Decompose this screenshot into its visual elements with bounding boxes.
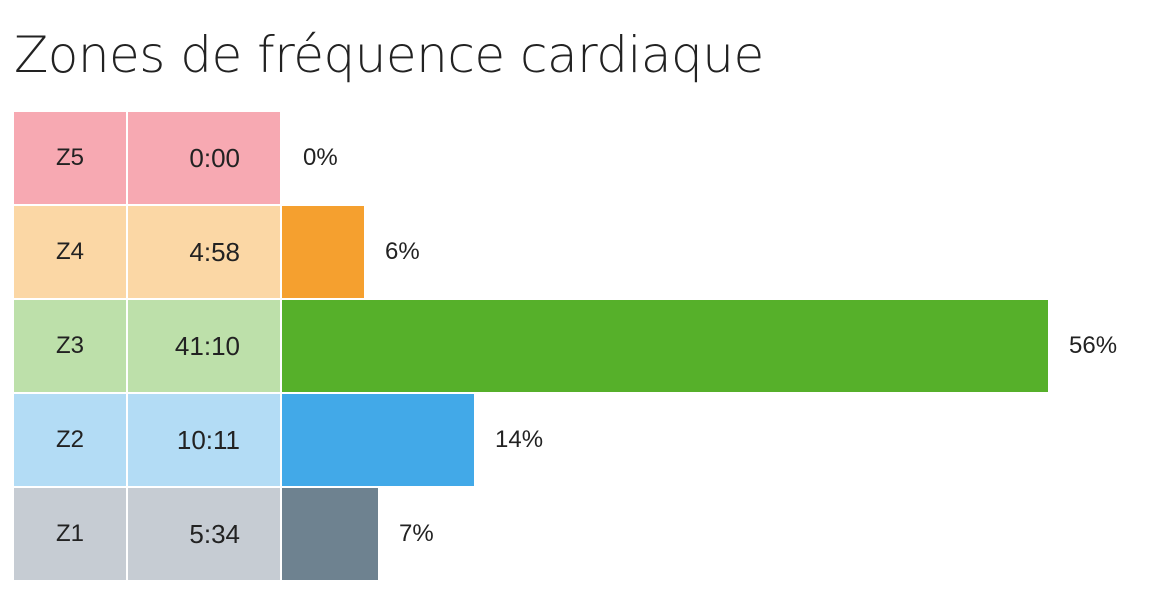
zone-percent-label: 7% [399,520,434,547]
zone-percent-label: 14% [495,426,544,453]
zone-percent-label: 0% [303,144,338,171]
zone-percent-label: 6% [385,238,420,265]
zone-time: 0:00 [128,112,280,204]
zone-label: Z5 [14,112,126,204]
zone-label: Z4 [14,206,126,298]
zone-time: 41:10 [128,300,280,392]
zone-label: Z1 [14,488,126,580]
zone-percent-label: 56% [1069,332,1118,359]
zone-label: Z3 [14,300,126,392]
zone-time: 4:58 [128,206,280,298]
zone-row: Z2 10:11 14% [14,394,1154,486]
zone-row: Z4 4:58 6% [14,206,1154,298]
zone-row: Z3 41:10 56% [14,300,1154,392]
heart-rate-zones-chart: Z5 0:00 0% Z4 4:58 6% Z3 41:10 56% Z2 10… [14,112,1154,580]
zone-bar [282,488,378,580]
zone-time: 5:34 [128,488,280,580]
zone-bar [282,206,364,298]
zone-label: Z2 [14,394,126,486]
zone-row: Z1 5:34 7% [14,488,1154,580]
zone-bar [282,394,474,486]
chart-title: Zones de fréquence cardiaque [14,26,764,84]
zone-bar [282,300,1048,392]
zone-time: 10:11 [128,394,280,486]
zone-row: Z5 0:00 0% [14,112,1154,204]
